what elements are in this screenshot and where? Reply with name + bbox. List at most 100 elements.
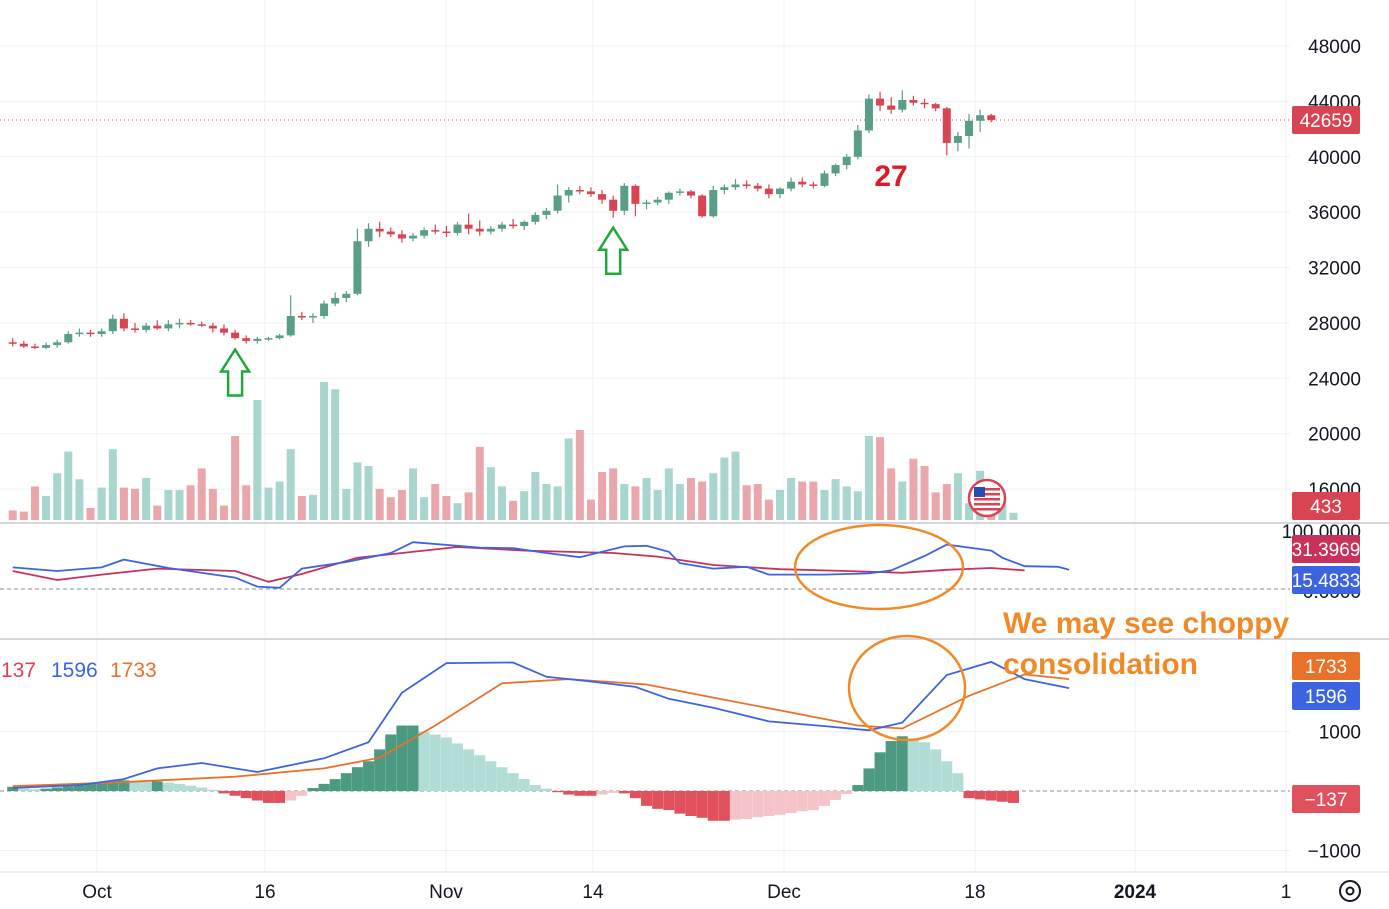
candle-body bbox=[742, 184, 751, 186]
candle-body bbox=[108, 318, 117, 332]
earnings-label: 27 bbox=[874, 160, 907, 193]
candle-body bbox=[820, 173, 829, 186]
macd-hist-bar bbox=[896, 736, 908, 791]
volume-bar bbox=[331, 389, 340, 520]
candle-body bbox=[775, 188, 784, 195]
macd-hist-bar bbox=[329, 779, 341, 791]
macd-hist-bar bbox=[51, 787, 63, 791]
macd-line bbox=[12, 660, 1070, 789]
price-axis[interactable]: 4800044000400003600032000280002400020000… bbox=[1282, 37, 1361, 863]
price-tick-label: 32000 bbox=[1308, 259, 1361, 280]
volume-bar bbox=[253, 400, 262, 520]
candle-body bbox=[75, 332, 84, 335]
macd-hist-bar bbox=[407, 725, 419, 791]
candle-body bbox=[286, 316, 295, 336]
macd-hist-bar bbox=[741, 791, 753, 819]
candle-body bbox=[442, 231, 451, 234]
macd-hist-bar bbox=[196, 787, 208, 791]
macd-hist-bar bbox=[674, 791, 686, 814]
stochastic-pane[interactable] bbox=[0, 541, 1290, 590]
stoch-d-value-label: 31.3969 bbox=[1292, 540, 1361, 561]
candle-body bbox=[909, 100, 918, 103]
macd-pane[interactable] bbox=[0, 660, 1290, 821]
macd-hist-bar bbox=[396, 725, 408, 791]
volume-bar bbox=[809, 481, 818, 520]
volume-bar bbox=[853, 491, 862, 520]
volume-bar bbox=[342, 488, 351, 520]
annotation-text-line2: consolidation bbox=[1003, 648, 1198, 681]
candle-body bbox=[642, 202, 651, 204]
candle-body bbox=[164, 324, 173, 329]
candle-body bbox=[219, 328, 228, 333]
macd-hist-bar bbox=[374, 749, 386, 791]
macd-hist-bar bbox=[318, 783, 330, 791]
macd-hist-bar bbox=[151, 781, 163, 791]
volume-bar bbox=[542, 484, 551, 520]
candle-body bbox=[320, 303, 329, 316]
macd-hist-bar bbox=[207, 789, 219, 791]
stoch-d-line bbox=[12, 546, 1025, 583]
macd-hist-bar bbox=[485, 761, 497, 791]
volume-bar bbox=[231, 436, 240, 520]
macd-signal-value-label-box bbox=[1292, 652, 1360, 680]
macd-hist-bar bbox=[507, 773, 519, 791]
macd-hist-bar bbox=[930, 749, 942, 791]
volume-bar bbox=[397, 490, 406, 520]
volume-bar bbox=[19, 511, 28, 520]
macd-hist-bar bbox=[818, 791, 830, 806]
us-flag-stripe bbox=[974, 508, 1000, 511]
up-arrow-icon bbox=[218, 347, 252, 397]
macd-hist-bar bbox=[1008, 791, 1019, 803]
volume-bar bbox=[709, 473, 718, 520]
candle-body bbox=[675, 191, 684, 193]
price-pane[interactable] bbox=[0, 90, 1290, 350]
macd-hist-bar bbox=[340, 773, 352, 791]
last-price-label: 42659 bbox=[1300, 111, 1353, 132]
last-price-label-box bbox=[1292, 105, 1360, 134]
candle-body bbox=[386, 231, 395, 235]
macd-hist-bar bbox=[351, 767, 363, 791]
volume-bar bbox=[609, 468, 618, 520]
volume-bar bbox=[442, 496, 451, 520]
volume-value-label: 433 bbox=[1310, 497, 1342, 518]
macd-hist-bar bbox=[463, 749, 475, 791]
volume-bar bbox=[453, 503, 462, 520]
macd-hist-bar bbox=[663, 791, 675, 811]
macd-hist-bar bbox=[596, 791, 608, 795]
macd-hist-bar bbox=[518, 779, 530, 791]
volume-bar bbox=[586, 499, 595, 520]
macd-hist-bar bbox=[118, 780, 130, 791]
macd-hist-bar bbox=[162, 782, 174, 791]
volume-bar bbox=[286, 449, 295, 520]
volume-bar bbox=[820, 490, 829, 520]
volume-bar bbox=[564, 438, 573, 520]
candle-body bbox=[119, 318, 128, 329]
volume-bar bbox=[353, 462, 362, 520]
macd-hist-bar bbox=[963, 791, 975, 799]
candle-body bbox=[809, 184, 818, 186]
candle-body bbox=[353, 241, 362, 294]
time-axis[interactable]: Oct 16 Nov 14 Dec 18 2024 1 bbox=[82, 880, 1361, 903]
volume-bar bbox=[320, 382, 329, 520]
volume-bar bbox=[675, 484, 684, 520]
annotation-ellipse bbox=[847, 634, 967, 742]
volume-bar bbox=[275, 481, 284, 520]
macd-hist-bar bbox=[563, 791, 575, 795]
candle-body bbox=[231, 332, 240, 339]
volume-bar bbox=[75, 479, 84, 520]
volume-bar bbox=[197, 468, 206, 520]
stoch-k-value-label-box bbox=[1292, 566, 1360, 594]
volume-bar bbox=[308, 494, 317, 520]
candle-body bbox=[575, 190, 584, 192]
annotation-ellipse bbox=[793, 523, 965, 611]
candle-body bbox=[798, 181, 807, 185]
candle-body bbox=[687, 191, 696, 196]
volume-bar bbox=[798, 481, 807, 520]
macd-hist-bar bbox=[29, 789, 41, 791]
candle-body bbox=[486, 228, 495, 232]
volume-bar bbox=[142, 478, 151, 520]
macd-hist-bar bbox=[696, 791, 708, 818]
macd-hist-bar bbox=[274, 791, 286, 803]
